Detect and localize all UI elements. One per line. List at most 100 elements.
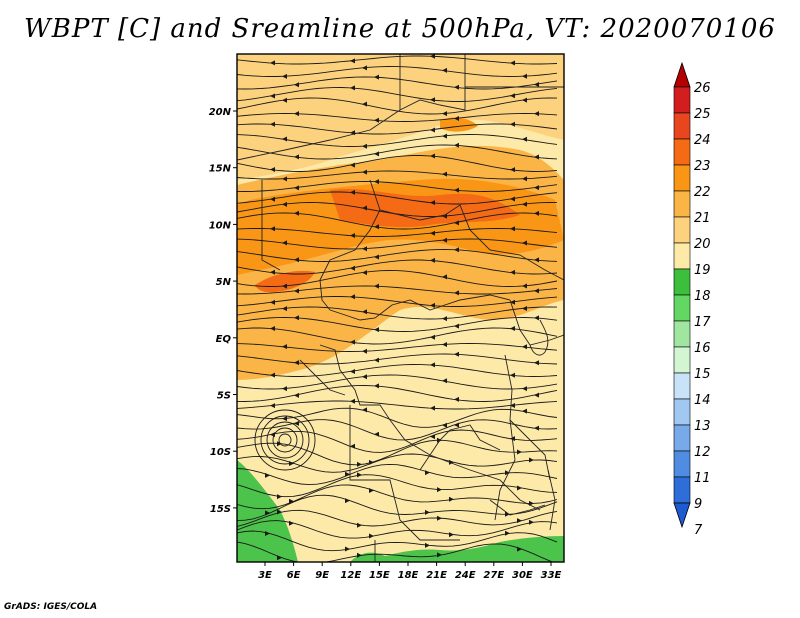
streamline-arrow <box>289 498 294 504</box>
streamline-arrow <box>534 257 539 263</box>
streamline-arrow <box>430 127 435 133</box>
streamline-arrow <box>374 431 379 437</box>
lon-label: 27E <box>483 570 504 581</box>
streamline-arrow <box>437 515 442 521</box>
streamline-arrow <box>374 74 379 80</box>
lat-label: 5S <box>217 391 231 402</box>
streamline <box>237 113 558 122</box>
streamline-arrow <box>522 176 527 182</box>
fill-north-light <box>237 54 564 180</box>
fill-green-southwest <box>237 460 298 562</box>
streamline-arrow <box>357 552 362 558</box>
streamline <box>237 494 558 522</box>
streamline-arrow <box>357 522 362 528</box>
streamline <box>237 385 558 402</box>
colorbar-label: 16 <box>694 341 711 356</box>
streamline-arrow <box>362 246 367 252</box>
streamline <box>237 144 558 160</box>
streamline-arrow <box>534 315 539 321</box>
colorbar-label: 24 <box>694 133 711 148</box>
streamline-arrow <box>442 422 447 428</box>
colorbar-label: 19 <box>694 263 711 278</box>
streamline <box>237 439 558 466</box>
border-sahel <box>237 86 564 161</box>
streamline-arrow <box>362 348 367 354</box>
country-borders <box>237 54 564 562</box>
streamline-arrow <box>270 432 275 438</box>
streamline <box>237 123 558 135</box>
streamline <box>237 155 558 172</box>
colorbar-segment <box>673 294 691 322</box>
streamline-arrow <box>522 136 527 142</box>
streamline-arrow <box>270 93 275 99</box>
wbpt-shading <box>237 54 564 562</box>
streamline-arrow <box>270 60 275 66</box>
streamline-arrow <box>282 97 287 103</box>
streamline-arrow <box>282 386 287 392</box>
colorbar-segment <box>673 242 691 270</box>
border-drc-south <box>319 344 541 511</box>
colorbar-labels: 26 25 24 23 22 21 20 19 18 17 16 15 14 13 12 11 9 7 <box>694 81 711 538</box>
streamline-arrow <box>350 233 355 239</box>
lon-label: 33E <box>541 570 562 581</box>
longitude-axis: 3E 6E 9E 12E 15E 18E 21E 24E 27E 30E 33E <box>258 562 562 581</box>
streamline <box>237 327 558 345</box>
border-zimbabwe <box>489 499 546 516</box>
streamline-arrow <box>454 220 459 226</box>
streamline-arrow <box>442 237 447 243</box>
streamline-arrow <box>282 73 287 79</box>
streamline-arrow <box>350 162 355 168</box>
streamline-arrow <box>430 97 435 103</box>
colorbar-label: 13 <box>694 419 711 434</box>
border-malawi <box>547 469 556 531</box>
streamline-eddy <box>260 415 310 465</box>
streamline-arrow <box>350 368 355 374</box>
streamline-arrow <box>449 459 454 465</box>
streamline-arrow <box>449 496 454 502</box>
streamline-eddy <box>266 421 304 459</box>
streamline-arrow <box>534 210 539 216</box>
streamline-eddy <box>272 427 298 453</box>
streamline <box>237 407 558 428</box>
colorbar-label: 21 <box>694 211 711 226</box>
lon-label: 15E <box>369 570 390 581</box>
streamline-arrow <box>430 434 435 440</box>
colorbar-label: 26 <box>694 81 711 96</box>
streamline-arrow <box>270 372 275 378</box>
streamline-arrow <box>522 240 527 246</box>
streamline-arrow <box>510 372 515 378</box>
streamline-arrow <box>454 84 459 90</box>
streamline-arrow <box>362 143 367 149</box>
streamline-arrow <box>374 283 379 289</box>
streamline-arrow <box>534 425 539 431</box>
streamline-arrow <box>522 283 527 289</box>
streamline-arrow <box>454 142 459 148</box>
streamline-arrow <box>270 166 275 172</box>
streamline-arrow <box>265 510 270 516</box>
streamline-arrow <box>437 552 442 558</box>
streamline-arrow <box>442 171 447 177</box>
streamline-arrow <box>454 396 459 402</box>
streamline <box>237 353 558 365</box>
border-car-sudan <box>379 204 564 281</box>
map-frame <box>236 53 565 563</box>
lat-label: 15N <box>209 164 232 175</box>
streamline <box>237 509 558 527</box>
streamline-arrow <box>362 270 367 276</box>
lon-label: 30E <box>512 570 533 581</box>
streamline-arrow <box>430 302 435 308</box>
streamline-arrow <box>510 326 515 332</box>
streamline-arrow <box>289 460 294 466</box>
streamline-arrow <box>282 136 287 142</box>
streamlines <box>237 55 558 562</box>
streamline-arrow <box>277 555 282 561</box>
streamline-arrow <box>345 546 350 552</box>
border-cameroon-chad <box>319 179 381 311</box>
colorbar-segment <box>673 112 691 140</box>
streamline-arrow <box>442 274 447 280</box>
colorbar-label: 7 <box>694 523 703 538</box>
streamline-arrow <box>270 196 275 202</box>
streamline-arrow <box>442 67 447 73</box>
streamline-arrow <box>270 226 275 232</box>
